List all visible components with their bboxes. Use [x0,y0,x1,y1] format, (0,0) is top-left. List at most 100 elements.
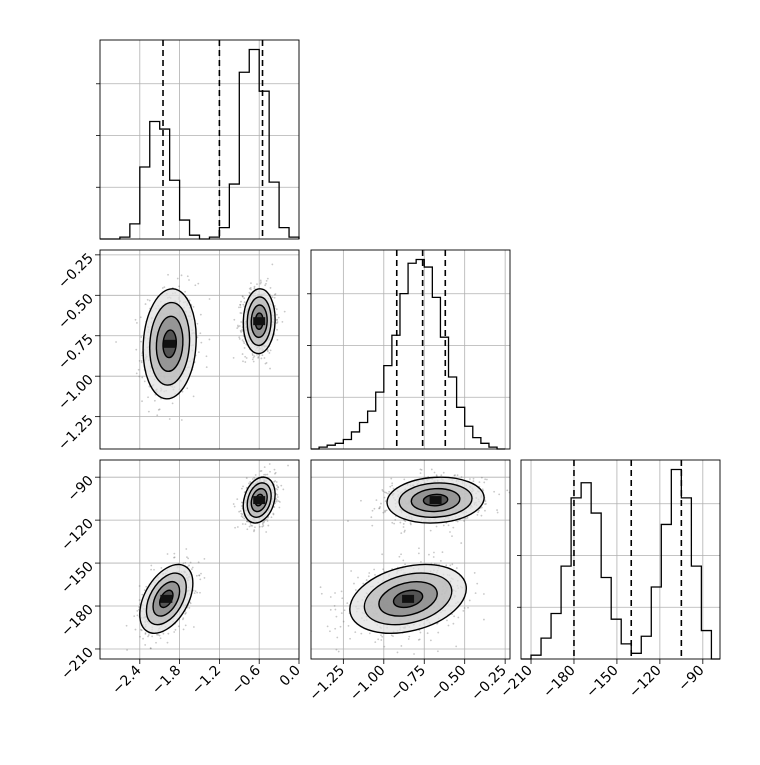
sample-point [447,624,450,627]
sample-point [277,486,280,489]
sample-point [393,522,396,525]
sample-point [335,648,338,651]
sample-point [275,322,278,325]
sample-point [258,353,261,356]
sample-point [158,408,161,411]
sample-point [241,516,244,519]
sample-point [493,490,496,493]
sample-point [383,645,386,648]
sample-point [241,501,243,504]
sample-point [156,414,159,417]
sample-point [251,478,254,480]
sample-point [373,568,376,571]
sample-point [253,530,255,533]
sample-point [270,516,273,519]
sample-point [199,313,202,316]
density-peak-0 [160,594,173,603]
sample-point [193,592,196,595]
sample-point [375,499,378,502]
sample-point [390,477,393,480]
density-peak-0 [402,594,415,603]
sample-point [232,503,235,505]
sample-point [261,354,264,357]
sample-point [245,357,248,359]
sample-point [162,632,165,635]
sample-point [326,625,329,628]
sample-point [441,551,444,554]
sample-point [390,634,393,637]
sample-point [419,468,422,471]
density-peak-1 [429,496,442,505]
sample-point [365,579,368,581]
sample-point [404,563,406,566]
sample-point [482,593,485,595]
sample-point [380,634,382,637]
sample-point [184,290,187,293]
sample-point [276,496,279,498]
sample-point [391,521,394,524]
sample-point [188,279,190,281]
sample-point [276,321,279,323]
sample-point [275,481,278,483]
sample-point [277,316,280,319]
sample-point [277,485,279,488]
sample-point [195,574,198,577]
sample-point [275,308,278,311]
sample-point [180,274,183,277]
sample-point [155,641,157,644]
sample-point [433,551,435,554]
sample-point [186,275,189,278]
sample-point [447,524,450,527]
sample-point [402,559,405,562]
sample-point [240,512,243,515]
sample-point [259,470,262,473]
sample-point [143,380,146,383]
sample-point [236,526,239,528]
sample-point [335,615,338,618]
sample-point [343,609,346,612]
sample-point [329,608,332,611]
sample-point [276,488,279,491]
sample-point [484,500,487,502]
sample-point [144,303,147,305]
sample-point [429,529,432,532]
sample-point [260,281,262,284]
sample-point [256,353,258,356]
sample-point [135,348,138,351]
sample-point [268,352,271,354]
sample-point [464,517,467,520]
sample-point [354,589,357,591]
sample-point [274,487,277,490]
sample-point [125,624,128,627]
sample-point [329,630,331,633]
sample-point [342,620,345,623]
sample-point [274,471,277,474]
sample-point [239,303,242,306]
sample-point [254,474,257,476]
sample-point [196,591,199,594]
sample-point [429,639,432,642]
sample-point [256,283,258,286]
sample-point [266,520,269,522]
sample-point [403,478,406,481]
sample-point [191,566,194,569]
sample-point [408,635,411,638]
sample-point [189,561,192,564]
sample-point [278,501,281,503]
sample-point [182,628,185,631]
sample-point [409,522,412,525]
sample-point [472,480,475,483]
sample-point [265,518,268,521]
sample-point [239,510,242,512]
sample-point [187,557,190,560]
sample-point [417,638,420,641]
sample-point [150,568,153,571]
sample-point [498,493,501,496]
sample-point [467,606,469,609]
sample-point [262,521,265,524]
sample-point [271,296,274,299]
sample-point [239,312,242,314]
sample-point [242,295,244,298]
sample-point [476,514,479,516]
sample-point [240,300,242,303]
